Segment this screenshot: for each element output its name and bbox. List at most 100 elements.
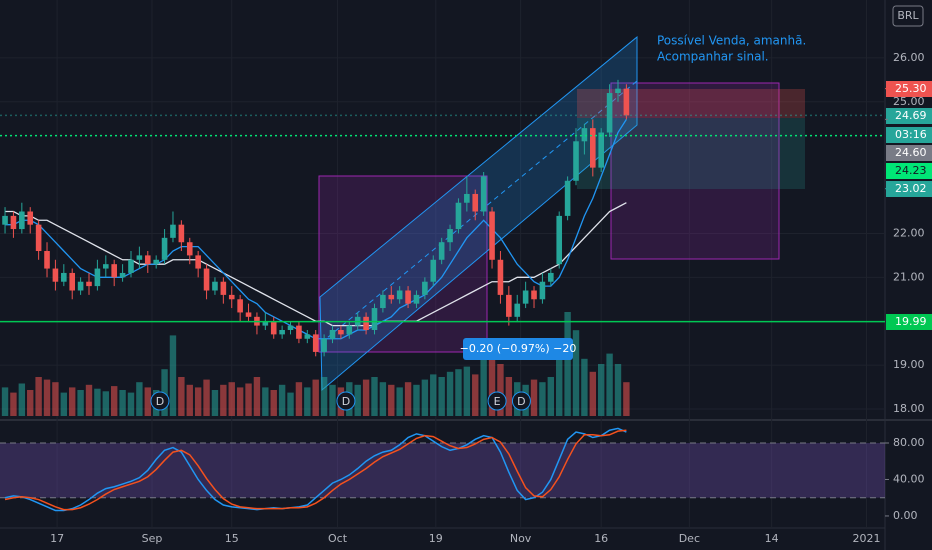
candle-body: [413, 294, 420, 304]
candle-body: [212, 281, 218, 291]
candle-body: [304, 334, 311, 339]
event-label: D: [342, 395, 350, 408]
y-tick-label: 0.00: [893, 509, 918, 522]
candle-body: [380, 294, 386, 309]
candle-body: [497, 259, 504, 295]
price-label: 03:16: [895, 128, 927, 141]
candle-body: [573, 141, 579, 181]
price-label-box: [886, 314, 932, 330]
candle-body: [539, 281, 546, 300]
volume-bar: [295, 382, 303, 416]
volume-bar: [413, 384, 420, 416]
y-tick-label: 40.00: [893, 472, 925, 485]
tooltip-box: [463, 338, 573, 360]
volume-bar: [220, 384, 227, 416]
volume-bar: [530, 379, 538, 416]
volume-bar: [312, 379, 319, 416]
volume-bar: [438, 377, 445, 416]
event-label: D: [156, 395, 164, 408]
currency[interactable]: BRL: [897, 9, 919, 22]
candle-body: [144, 255, 151, 265]
candle-body: [178, 224, 185, 243]
volume-bar: [362, 379, 370, 416]
price-label: 24.23: [895, 164, 927, 177]
range-box: [610, 82, 780, 260]
candle-body: [195, 255, 201, 269]
y-tick-label: 18.00: [893, 402, 925, 415]
candle-body: [237, 299, 243, 313]
candle-body: [329, 329, 336, 339]
candle-body: [321, 338, 327, 352]
event-marker: [150, 391, 170, 411]
candle-body: [396, 290, 403, 300]
volume-bar: [572, 330, 580, 416]
volume-bar: [18, 383, 26, 416]
stop-zone: [577, 89, 805, 118]
volume-bar: [463, 366, 471, 416]
price-label: 24.60: [895, 146, 927, 159]
y-tick-label: 22.00: [893, 226, 925, 239]
x-tick-label: 17: [50, 532, 64, 545]
candle-body: [296, 325, 302, 339]
volume-bar: [94, 388, 101, 416]
price-label-box: [886, 181, 932, 197]
candle-body: [94, 268, 101, 287]
candle-body: [548, 272, 554, 282]
volume-bar: [144, 387, 151, 416]
x-tick-label: 2021: [853, 532, 881, 545]
candle-body: [480, 176, 487, 212]
y-tick-label: 26.00: [893, 51, 925, 64]
price-label: 23.02: [895, 182, 927, 195]
volume-bar: [539, 382, 546, 416]
candle-body: [514, 303, 521, 317]
price-label-box: [886, 127, 932, 143]
volume-bar: [278, 384, 286, 416]
volume-bar: [119, 390, 126, 416]
candle-body: [623, 88, 630, 116]
x-tick-label: Dec: [679, 532, 700, 545]
candle-body: [35, 224, 42, 252]
volume-bar: [228, 382, 235, 416]
candle-body: [405, 290, 411, 304]
volume-bar: [77, 390, 84, 416]
volume-bar: [396, 387, 403, 416]
volume-bar: [211, 390, 219, 416]
volume-bar: [186, 384, 193, 416]
price-label-box: [886, 81, 932, 97]
candle-body: [430, 259, 437, 282]
volume-bar: [404, 382, 412, 416]
event-marker: [487, 391, 507, 411]
candle-body: [506, 294, 512, 317]
candle-body: [203, 268, 210, 291]
y-tick-label: 21.00: [893, 270, 925, 283]
currency-box[interactable]: [892, 5, 924, 27]
x-tick-label: Nov: [510, 532, 532, 545]
candle-body: [102, 264, 109, 269]
target-zone: [577, 118, 805, 189]
volume-bar: [371, 377, 378, 416]
x-tick-label: Sep: [142, 532, 163, 545]
candle-body: [615, 88, 621, 94]
volume-bar: [623, 382, 630, 416]
candle-body: [564, 180, 571, 216]
x-tick-label: 15: [225, 532, 239, 545]
candle-body: [111, 264, 117, 278]
volume-bar: [446, 371, 454, 416]
candle-body: [489, 211, 495, 260]
annotation: Possível Venda, amanhã.: [657, 34, 806, 48]
volume-bar: [194, 387, 202, 416]
volume-bar: [547, 377, 555, 416]
volume-bar: [60, 392, 68, 416]
candle-body: [363, 316, 369, 330]
x-tick-label: Oct: [328, 532, 348, 545]
candle-body: [422, 281, 428, 295]
volume-bar: [102, 391, 109, 416]
y-tick-label: 80.00: [893, 436, 925, 449]
candle-body: [153, 259, 159, 265]
candle-body: [136, 255, 143, 260]
candle-body: [228, 294, 235, 300]
candle-body: [581, 128, 588, 142]
candle-body: [10, 215, 17, 230]
volume-bar: [52, 382, 59, 416]
